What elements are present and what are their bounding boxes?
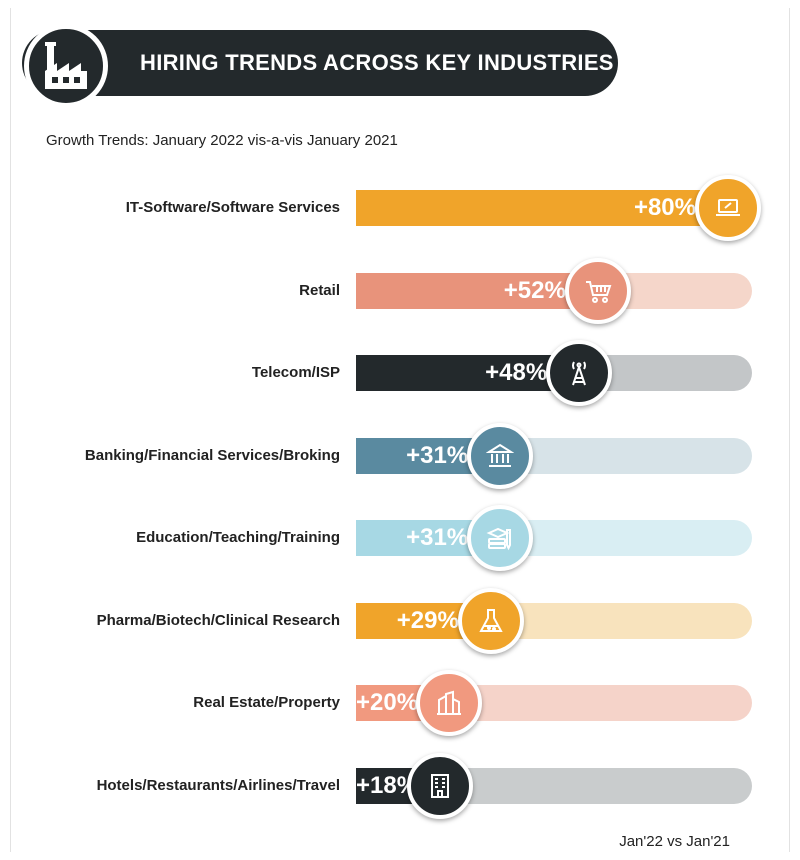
category-label: Pharma/Biotech/Clinical Research xyxy=(96,611,340,629)
category-label: Education/Teaching/Training xyxy=(136,529,340,546)
bar xyxy=(356,272,598,309)
category-label: IT-Software/Software Services xyxy=(125,199,340,216)
flask-icon xyxy=(457,587,524,654)
bar xyxy=(356,355,580,391)
buildings-icon xyxy=(416,670,482,736)
footnote: Jan'22 vs Jan'21 xyxy=(619,833,730,850)
category-label: Real Estate/Property xyxy=(193,694,340,711)
factory-icon xyxy=(24,24,108,108)
laptop-icon xyxy=(695,175,761,241)
category-label: Banking/Financial Services/Broking xyxy=(84,446,340,464)
data-label: +31% xyxy=(406,524,469,551)
books-icon xyxy=(467,505,534,571)
data-label: +31% xyxy=(406,441,469,469)
bar xyxy=(356,190,728,226)
shopping-cart-icon xyxy=(564,257,631,324)
header-banner xyxy=(22,30,618,96)
data-label: +48% xyxy=(485,359,548,386)
data-label: +80% xyxy=(633,194,696,221)
data-label: +29% xyxy=(396,606,459,634)
bank-icon xyxy=(467,422,534,489)
chart-subtitle: Growth Trends: January 2022 vis-a-vis Ja… xyxy=(46,132,398,149)
chart-title: HIRING TRENDS ACROSS KEY INDUSTRIES xyxy=(140,50,614,75)
telecom-tower-icon xyxy=(546,340,613,406)
card-frame xyxy=(10,8,790,852)
data-label: +52% xyxy=(503,276,566,304)
category-label: Telecom/ISP xyxy=(251,364,340,381)
hotel-icon xyxy=(406,752,473,819)
data-label: +20% xyxy=(356,689,419,716)
category-label: Hotels/Restaurants/Airlines/Travel xyxy=(96,776,340,794)
category-label: Retail xyxy=(299,281,340,299)
